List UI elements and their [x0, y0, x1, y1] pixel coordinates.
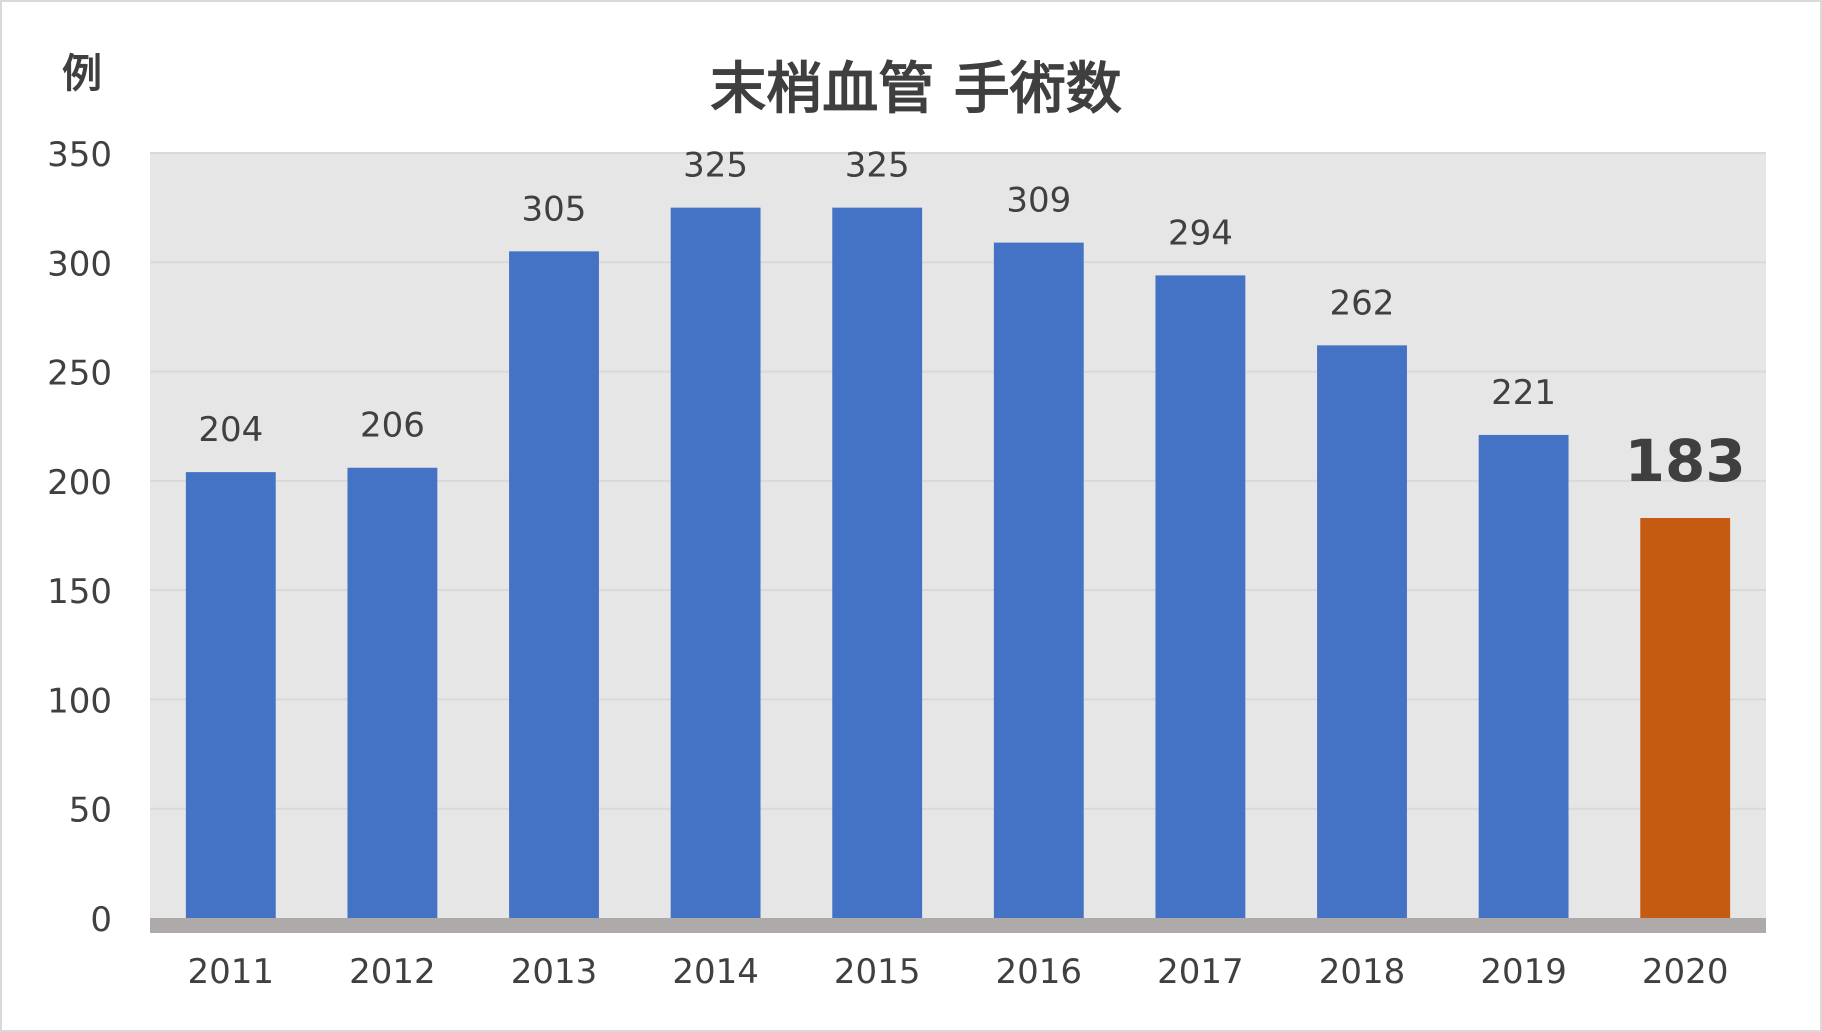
data-labels: 204 206 305 325 325 309 294 262 221 183	[198, 146, 1745, 495]
x-tick-label: 2016	[996, 952, 1083, 992]
x-tick-label: 2012	[349, 952, 436, 992]
data-label: 183	[1625, 427, 1746, 495]
y-tick-label: 350	[47, 135, 112, 175]
x-tick-label: 2018	[1319, 952, 1406, 992]
data-label: 294	[1168, 213, 1233, 253]
y-tick-label: 100	[47, 681, 112, 721]
data-label: 204	[198, 410, 263, 450]
data-label: 309	[1006, 181, 1071, 221]
bar-2017	[1155, 275, 1246, 918]
bar-2018	[1317, 345, 1407, 918]
x-tick-label: 2013	[511, 952, 598, 992]
data-label: 221	[1491, 373, 1556, 413]
bars-group	[185, 207, 1731, 919]
y-tick-label: 150	[47, 572, 112, 612]
data-label: 262	[1330, 283, 1395, 323]
y-tick-label: 200	[47, 463, 112, 503]
data-label: 305	[522, 189, 587, 229]
bar-2016	[993, 242, 1084, 919]
y-tick-label: 250	[47, 354, 112, 394]
y-tick-label: 300	[47, 244, 112, 284]
x-tick-label: 2017	[1157, 952, 1244, 992]
x-axis-baseline	[150, 918, 1766, 933]
data-label: 325	[845, 146, 910, 186]
x-tick-label: 2011	[188, 952, 275, 992]
bar-2012	[347, 467, 438, 918]
x-axis-tick-labels: 2011 2012 2013 2014 2015 2016 2017 2018 2019 2020	[188, 952, 1729, 992]
bar-2013	[509, 251, 599, 918]
x-tick-label: 2020	[1642, 952, 1729, 992]
x-tick-label: 2014	[672, 952, 759, 992]
y-tick-label: 0	[90, 900, 112, 940]
y-tick-label: 50	[69, 791, 112, 831]
bar-2019	[1478, 434, 1569, 918]
x-tick-label: 2019	[1480, 952, 1567, 992]
y-axis-tick-labels: 0 50 100 150 200 250 300 350	[47, 135, 112, 940]
bar-2020	[1640, 518, 1731, 918]
bar-2015	[832, 207, 923, 919]
bar-2014	[670, 207, 761, 919]
bar-2011	[185, 472, 276, 918]
chart-title: 末梢血管 手術数	[710, 57, 1122, 122]
data-label: 325	[683, 146, 748, 186]
x-tick-label: 2015	[834, 952, 921, 992]
data-label: 206	[360, 406, 425, 446]
y-axis-unit-label: 例	[62, 51, 102, 97]
